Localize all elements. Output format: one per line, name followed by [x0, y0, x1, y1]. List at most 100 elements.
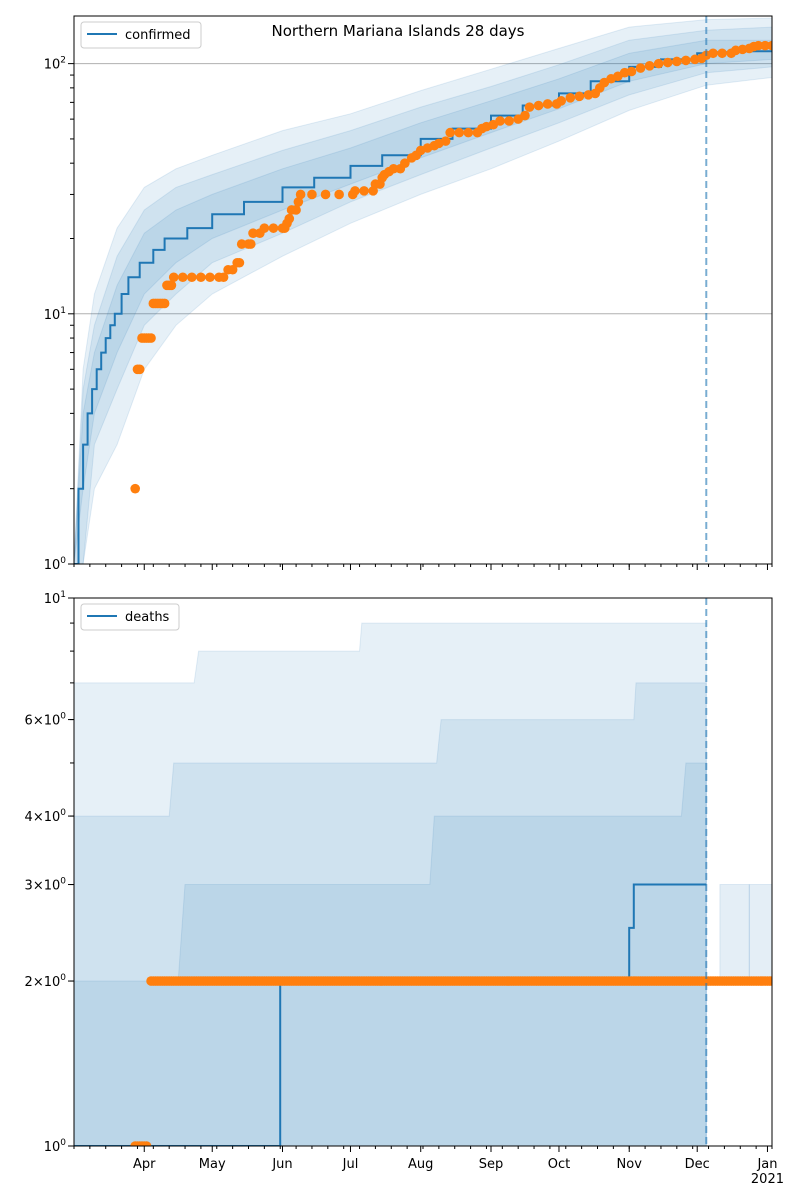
- x-year-label: 2021: [751, 1172, 784, 1187]
- y-tick-exponent: 0: [60, 808, 66, 818]
- y-tick-exponent: 0: [60, 973, 66, 983]
- y-tick-label: 101: [44, 590, 66, 607]
- x-tick-label: Jun: [271, 1157, 292, 1172]
- observed-point: [168, 272, 179, 283]
- observed-point: [454, 127, 465, 138]
- observed-point: [644, 61, 655, 71]
- observed-point: [177, 272, 188, 283]
- legend-label-confirmed: confirmed: [125, 28, 191, 43]
- observed-point: [440, 136, 451, 146]
- observed-point: [359, 186, 369, 196]
- legend-box: [80, 603, 180, 631]
- x-tick-label: Jul: [342, 1157, 359, 1172]
- observed-point: [388, 163, 399, 174]
- post-forecast-band: [748, 884, 772, 982]
- middle-uncertainty-band: [74, 26, 772, 564]
- x-tick-label: Aug: [408, 1157, 433, 1172]
- x-tick-label: Jan: [756, 1157, 777, 1172]
- observed-point: [556, 96, 567, 106]
- y-tick-exponent: 0: [60, 556, 66, 566]
- observed-point: [334, 189, 344, 200]
- y-tick-label: 102: [44, 56, 66, 73]
- observed-point: [533, 100, 544, 111]
- outer-uncertainty-band: [74, 17, 772, 564]
- observed-point: [565, 93, 576, 103]
- confirmed-x-axis: [73, 564, 773, 570]
- observed-point: [350, 186, 360, 196]
- y-tick-label: 100: [44, 556, 67, 573]
- observed-point: [626, 66, 637, 77]
- y-tick-exponent: 0: [60, 1138, 66, 1148]
- confirmed-legend: confirmed: [80, 21, 202, 49]
- x-tick-label: Nov: [617, 1157, 643, 1172]
- observed-point: [291, 205, 301, 215]
- observed-point: [681, 55, 691, 66]
- deaths-plot-area: [74, 598, 772, 1146]
- observed-point: [227, 264, 238, 275]
- observed-point: [141, 1141, 152, 1146]
- observed-point: [753, 40, 764, 51]
- deaths-legend: deaths: [80, 603, 180, 631]
- observed-point: [320, 189, 331, 200]
- x-tick-label: May: [199, 1157, 226, 1172]
- y-tick-exponent: 1: [60, 590, 66, 600]
- y-tick-label: 4×100: [25, 808, 67, 825]
- observed-point: [463, 127, 474, 138]
- y-tick-label: 3×100: [25, 877, 67, 894]
- y-tick-exponent: 0: [60, 712, 66, 722]
- observed-point: [234, 257, 245, 268]
- observed-point: [187, 272, 197, 283]
- observed-point: [248, 228, 258, 238]
- observed-point: [218, 272, 229, 283]
- deaths-axes-frame: [73, 597, 773, 1147]
- observed-point: [635, 63, 646, 73]
- chart-title: Northern Mariana Islands 28 days: [272, 22, 525, 40]
- observed-point: [295, 189, 306, 200]
- observed-point: [495, 116, 505, 126]
- observed-point: [159, 298, 170, 309]
- y-tick-label: 2×100: [25, 973, 67, 990]
- confirmed-axes-frame: [73, 15, 773, 565]
- middle-uncertainty-band: [74, 682, 707, 1146]
- model-median-line: [74, 50, 772, 564]
- confirmed-y-axis: 100 101 102: [44, 56, 74, 573]
- observed-point: [205, 272, 215, 283]
- x-tick-label: Oct: [548, 1157, 570, 1172]
- observed-point: [653, 58, 664, 69]
- post-forecast-band: [719, 884, 750, 982]
- observed-point: [524, 102, 535, 112]
- observed-point: [574, 91, 585, 102]
- observed-point: [662, 57, 673, 68]
- observed-point: [196, 272, 206, 283]
- observed-point: [236, 239, 247, 249]
- legend-label-deaths: deaths: [125, 610, 170, 625]
- confirmed-panel: 100 101 102 Northern Mariana Islands 28 da…: [44, 15, 773, 573]
- observed-point: [293, 197, 304, 207]
- observed-point: [284, 213, 295, 224]
- observed-point: [760, 40, 771, 51]
- y-tick-exponent: 2: [60, 56, 66, 66]
- observed-point: [767, 976, 772, 986]
- observed-point: [268, 223, 279, 233]
- observed-point: [259, 223, 270, 233]
- observed-point: [445, 127, 455, 138]
- inner-uncertainty-band: [74, 39, 772, 564]
- observed-point: [130, 483, 140, 494]
- y-tick-label: 100: [44, 1138, 67, 1155]
- x-tick-label: Apr: [133, 1157, 156, 1172]
- y-tick-label: 6×100: [25, 712, 67, 729]
- inner-uncertainty-band: [74, 762, 707, 1146]
- x-tick-label: Dec: [685, 1157, 710, 1172]
- x-tick-label: Sep: [479, 1157, 504, 1172]
- observed-point: [542, 99, 553, 109]
- y-tick-label: 101: [44, 306, 66, 323]
- observed-point: [400, 158, 410, 168]
- observed-point: [717, 48, 727, 59]
- observed-point: [672, 56, 682, 67]
- observed-point: [307, 189, 317, 200]
- legend-box: [80, 21, 202, 49]
